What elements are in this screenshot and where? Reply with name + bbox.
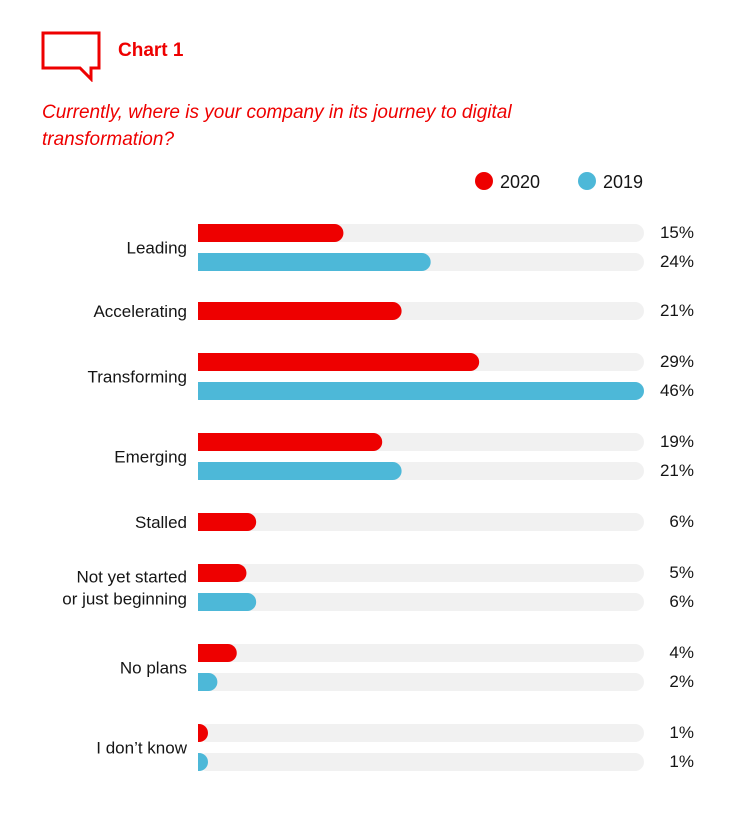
- bar-2-2019: [198, 382, 644, 400]
- category-label-2: Transforming: [87, 368, 187, 387]
- bar-5-2019: [198, 593, 257, 611]
- category-label-5-line1: or just beginning: [62, 590, 187, 609]
- value-label-7-2019: 1%: [669, 752, 694, 771]
- value-label-3-2020: 19%: [660, 432, 694, 451]
- value-label-3-2019: 21%: [660, 461, 694, 480]
- bar-0-2019: [198, 253, 431, 271]
- value-label-6-2020: 4%: [669, 643, 694, 662]
- bar-track-6-2019: [198, 673, 644, 691]
- bar-3-2020: [198, 433, 383, 451]
- category-label-5-line0: Not yet started: [76, 568, 187, 587]
- bar-track-5-2019: [198, 593, 644, 611]
- bar-1-2020: [198, 302, 402, 320]
- value-label-1-2020: 21%: [660, 301, 694, 320]
- value-label-5-2019: 6%: [669, 592, 694, 611]
- bar-3-2019: [198, 462, 402, 480]
- bar-6-2019: [198, 673, 218, 691]
- legend-label-2019: 2019: [603, 172, 643, 192]
- bar-2-2020: [198, 353, 480, 371]
- category-label-0: Leading: [126, 239, 187, 258]
- chart-number-label: Chart 1: [118, 40, 184, 61]
- bar-7-2020: [198, 724, 208, 742]
- chart-question-title: Currently, where is your company in its …: [42, 102, 512, 150]
- bar-track-4-2020: [198, 513, 644, 531]
- category-label-3: Emerging: [114, 448, 187, 467]
- value-label-4-2020: 6%: [669, 512, 694, 531]
- legend-label-2020: 2020: [500, 172, 540, 192]
- value-label-0-2019: 24%: [660, 252, 694, 271]
- legend-marker-2020: [475, 172, 493, 190]
- bar-track-6-2020: [198, 644, 644, 662]
- bar-track-7-2020: [198, 724, 644, 742]
- bar-6-2020: [198, 644, 237, 662]
- speech-bubble-icon: [41, 31, 101, 82]
- bar-track-5-2020: [198, 564, 644, 582]
- value-label-2-2019: 46%: [660, 381, 694, 400]
- value-label-6-2019: 2%: [669, 672, 694, 691]
- legend-marker-2019: [578, 172, 596, 190]
- bar-5-2020: [198, 564, 247, 582]
- bar-0-2020: [198, 224, 344, 242]
- bar-track-7-2019: [198, 753, 644, 771]
- category-label-1: Accelerating: [93, 302, 187, 321]
- value-label-5-2020: 5%: [669, 563, 694, 582]
- value-label-2-2020: 29%: [660, 352, 694, 371]
- category-label-4: Stalled: [135, 513, 187, 532]
- category-label-7: I don’t know: [96, 739, 187, 758]
- value-label-0-2020: 15%: [660, 223, 694, 242]
- bar-7-2019: [198, 753, 208, 771]
- category-label-6: No plans: [120, 659, 187, 678]
- value-label-7-2020: 1%: [669, 723, 694, 742]
- bar-4-2020: [198, 513, 257, 531]
